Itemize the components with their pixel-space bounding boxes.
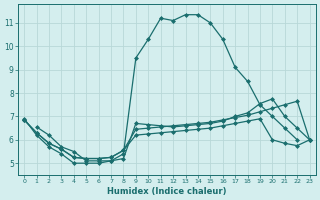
X-axis label: Humidex (Indice chaleur): Humidex (Indice chaleur) — [107, 187, 227, 196]
